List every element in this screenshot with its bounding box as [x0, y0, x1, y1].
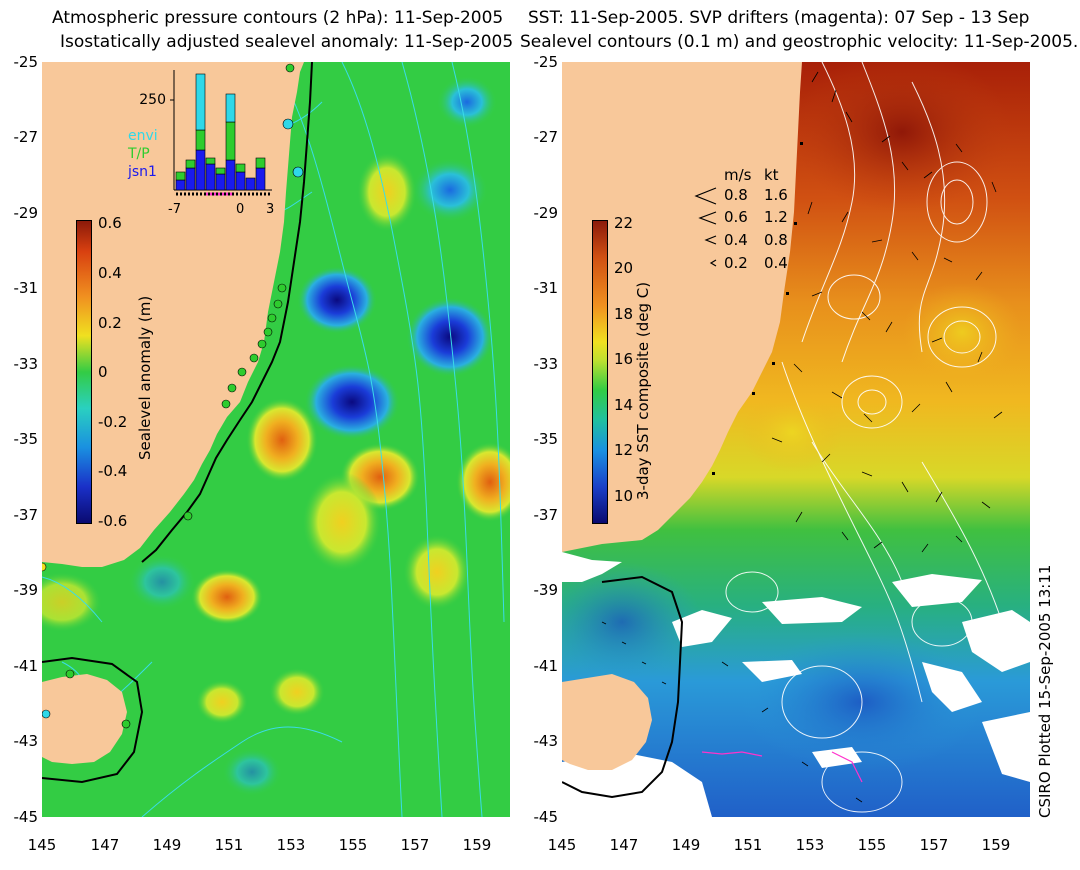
lat-tick: -35 — [13, 430, 39, 448]
lon-tick: 147 — [609, 836, 639, 854]
lat-tick: -33 — [13, 355, 39, 373]
histogram-xtick-max: 3 — [266, 202, 275, 217]
velocity-legend-header-ms: m/s — [724, 166, 752, 184]
lon-tick: 159 — [981, 836, 1011, 854]
lat-tick: -27 — [533, 128, 559, 146]
left-title-line1: Atmospheric pressure contours (2 hPa): 1… — [52, 8, 504, 28]
legend-jsn1: jsn1 — [128, 164, 157, 180]
lon-tick: 155 — [857, 836, 887, 854]
sst-tick: 10 — [614, 487, 634, 505]
velocity-arrows — [601, 71, 1003, 803]
histogram-ymax-label: 250 — [139, 92, 166, 108]
right-title-line1: SST: 11-Sep-2005. SVP drifters (magenta)… — [528, 8, 1030, 28]
velocity-legend-kt: 0.8 — [764, 231, 788, 249]
lat-tick: -37 — [13, 506, 39, 524]
lat-tick: -45 — [533, 808, 559, 826]
histogram-xtick-min: -7 — [168, 202, 181, 217]
lat-tick: -41 — [533, 657, 559, 675]
lat-tick: -31 — [13, 279, 39, 297]
sealevel-colorbar-title: Sealevel anomaly (m) — [136, 295, 154, 460]
velocity-legend-kt: 0.4 — [764, 254, 788, 272]
sealevel-anomaly-map — [42, 62, 510, 817]
velocity-legend-ms: 0.2 — [724, 254, 748, 272]
lat-tick: -25 — [533, 53, 559, 71]
data-count-histogram — [170, 70, 272, 196]
sla-tick: 0.4 — [98, 264, 122, 282]
lon-tick: 157 — [400, 836, 430, 854]
plot-credit: CSIRO Plotted 15-Sep-2005 13:11 — [1036, 564, 1054, 818]
sla-tick: 0 — [98, 363, 108, 381]
velocity-legend-header-kt: kt — [764, 166, 779, 184]
lon-tick: 159 — [462, 836, 492, 854]
lon-tick: 151 — [214, 836, 244, 854]
lat-tick: -43 — [13, 732, 39, 750]
histogram-xtick-zero: 0 — [236, 202, 245, 217]
lon-tick: 155 — [338, 836, 368, 854]
lon-tick: 147 — [90, 836, 120, 854]
lat-tick: -25 — [13, 53, 39, 71]
legend-envi: envi — [128, 128, 158, 144]
lon-tick: 149 — [152, 836, 182, 854]
lat-tick: -27 — [13, 128, 39, 146]
velocity-legend-ms: 0.6 — [724, 208, 748, 226]
sla-tick: 0.2 — [98, 314, 122, 332]
lon-tick: 157 — [919, 836, 949, 854]
sla-tick: -0.2 — [98, 413, 128, 431]
sst-tick: 18 — [614, 305, 634, 323]
lon-tick: 145 — [27, 836, 57, 854]
lat-tick: -33 — [533, 355, 559, 373]
sst-tick: 14 — [614, 396, 634, 414]
lon-tick: 153 — [276, 836, 306, 854]
lat-tick: -41 — [13, 657, 39, 675]
sla-tick: -0.6 — [98, 512, 128, 530]
sst-tick: 20 — [614, 259, 634, 277]
lat-tick: -35 — [533, 430, 559, 448]
velocity-legend-ms: 0.4 — [724, 231, 748, 249]
lon-tick: 145 — [547, 836, 577, 854]
sst-tick: 16 — [614, 350, 634, 368]
right-title-line2: Sealevel contours (0.1 m) and geostrophi… — [520, 32, 1079, 52]
lon-tick: 151 — [733, 836, 763, 854]
velocity-legend-kt: 1.2 — [764, 208, 788, 226]
legend-tp: T/P — [128, 146, 150, 162]
velocity-scale-arrows — [694, 187, 717, 267]
lat-tick: -29 — [13, 204, 39, 222]
sla-tick: -0.4 — [98, 462, 128, 480]
lon-tick: 153 — [795, 836, 825, 854]
lat-tick: -39 — [13, 581, 39, 599]
sst-map — [562, 62, 1030, 817]
sst-tick: 12 — [614, 441, 634, 459]
sla-tick: 0.6 — [98, 214, 122, 232]
lat-tick: -39 — [533, 581, 559, 599]
velocity-legend-kt: 1.6 — [764, 186, 788, 204]
lat-tick: -43 — [533, 732, 559, 750]
lon-tick: 149 — [671, 836, 701, 854]
left-title-line2: Isostatically adjusted sealevel anomaly:… — [60, 32, 514, 52]
sst-tick: 22 — [614, 214, 634, 232]
lat-tick: -37 — [533, 506, 559, 524]
sst-colorbar — [592, 220, 608, 524]
velocity-legend-ms: 0.8 — [724, 186, 748, 204]
lat-tick: -31 — [533, 279, 559, 297]
lat-tick: -45 — [13, 808, 39, 826]
sst-colorbar-title: 3-day SST composite (deg C) — [634, 281, 652, 500]
sealevel-colorbar — [76, 220, 92, 524]
lat-tick: -29 — [533, 204, 559, 222]
